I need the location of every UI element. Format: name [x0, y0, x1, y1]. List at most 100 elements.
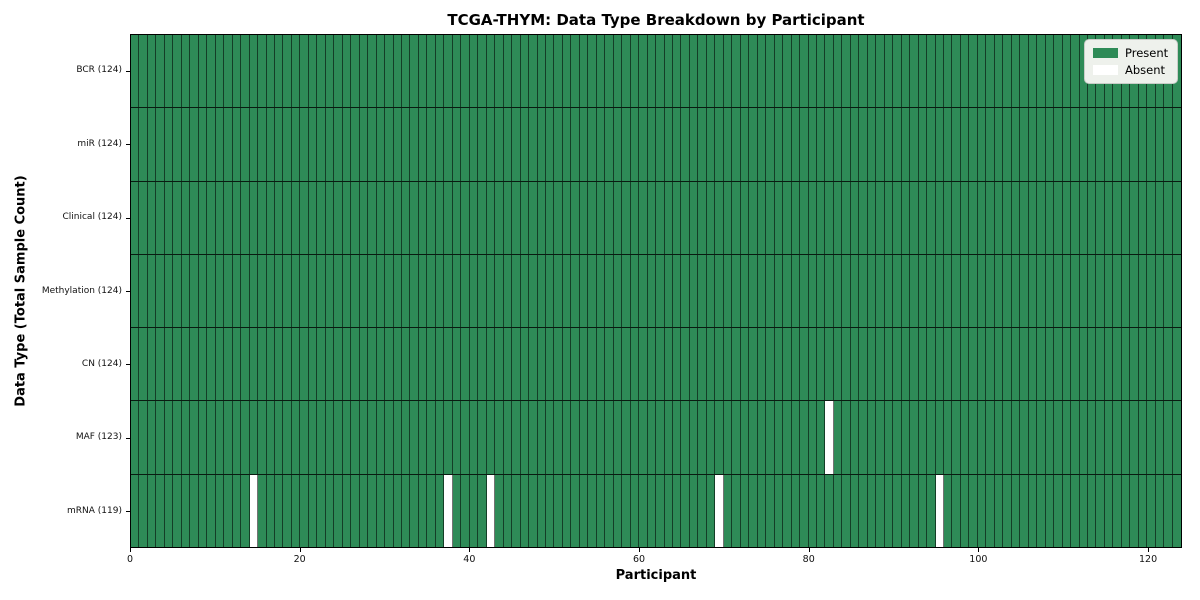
cell-BCR-participant-100 [977, 35, 987, 108]
cell-CN-participant-57 [613, 328, 623, 401]
cell-Clinical-participant-71 [732, 181, 741, 254]
cell-MAF-participant-25 [342, 401, 352, 474]
cell-CN-participant-34 [418, 328, 428, 401]
cell-Methylation-participant-26 [351, 254, 360, 328]
cell-MAF-participant-26 [351, 401, 360, 474]
cell-BCR-participant-57 [613, 35, 623, 108]
cell-MAF-participant-59 [630, 401, 640, 474]
cell-BCR-participant-98 [960, 35, 970, 108]
cell-CN-participant-121 [1155, 328, 1165, 401]
cell-BCR-participant-88 [876, 35, 885, 108]
cell-CN-participant-14 [249, 328, 259, 401]
cell-mRNA-participant-25 [342, 474, 352, 547]
cell-MAF-participant-30 [385, 401, 394, 474]
cell-miR-participant-79 [800, 108, 809, 181]
cell-miR-participant-111 [1071, 108, 1080, 181]
cell-MAF-participant-112 [1079, 401, 1088, 474]
cell-mRNA-participant-101 [986, 474, 995, 547]
cell-miR-participant-58 [622, 108, 631, 181]
cell-MAF-participant-21 [308, 401, 318, 474]
cell-mRNA-participant-88 [876, 474, 885, 547]
cell-BCR-participant-0 [131, 35, 140, 108]
cell-MAF-participant-114 [1096, 401, 1105, 474]
cell-mRNA-participant-117 [1121, 474, 1131, 547]
cell-Methylation-participant-34 [418, 254, 428, 328]
cell-CN-participant-79 [800, 328, 809, 401]
cell-Clinical-participant-29 [376, 181, 386, 254]
cell-BCR-participant-83 [833, 35, 843, 108]
cell-MAF-participant-121 [1155, 401, 1165, 474]
cell-BCR-participant-92 [910, 35, 919, 108]
cell-mRNA-participant-121 [1155, 474, 1165, 547]
cell-Clinical-participant-97 [952, 181, 961, 254]
cell-BCR-participant-78 [791, 35, 801, 108]
cell-Clinical-participant-21 [308, 181, 318, 254]
cell-miR-participant-121 [1155, 108, 1165, 181]
cell-CN-participant-98 [960, 328, 970, 401]
cell-MAF-participant-89 [884, 401, 894, 474]
cell-mRNA-participant-33 [410, 474, 419, 547]
cell-miR-participant-27 [359, 108, 369, 181]
cell-BCR-participant-107 [1037, 35, 1046, 108]
cell-mRNA-participant-52 [571, 474, 580, 547]
cell-MAF-participant-109 [1054, 401, 1063, 474]
cell-miR-participant-84 [842, 108, 851, 181]
cell-mRNA-participant-28 [368, 474, 377, 547]
cell-CN-participant-117 [1121, 328, 1131, 401]
cell-Methylation-participant-74 [757, 254, 767, 328]
cell-CN-participant-101 [986, 328, 995, 401]
cell-BCR-participant-42 [486, 35, 496, 108]
cell-BCR-participant-105 [1020, 35, 1029, 108]
cell-Methylation-participant-35 [427, 254, 436, 328]
cell-MAF-participant-67 [698, 401, 707, 474]
cell-Methylation-participant-94 [927, 254, 936, 328]
cell-CN-participant-91 [901, 328, 911, 401]
cell-CN-participant-111 [1071, 328, 1080, 401]
cell-CN-participant-62 [656, 328, 665, 401]
cell-BCR-participant-46 [520, 35, 530, 108]
cell-Methylation-participant-3 [156, 254, 165, 328]
cell-mRNA-participant-86 [859, 474, 868, 547]
cell-Methylation-participant-108 [1045, 254, 1055, 328]
cell-miR-participant-22 [317, 108, 326, 181]
cell-MAF-participant-95 [935, 401, 944, 474]
cell-Clinical-participant-101 [986, 181, 995, 254]
cell-MAF-participant-119 [1138, 401, 1148, 474]
y-tick-mark [126, 291, 130, 292]
cell-miR-participant-14 [249, 108, 259, 181]
cell-miR-participant-38 [452, 108, 462, 181]
y-tick-mark [126, 144, 130, 146]
cell-mRNA-participant-60 [639, 474, 648, 547]
cell-miR-participant-26 [351, 108, 360, 181]
cell-miR-participant-64 [673, 108, 682, 181]
cell-MAF-participant-98 [960, 401, 970, 474]
cell-Clinical-participant-93 [918, 181, 928, 254]
cell-Clinical-participant-118 [1130, 181, 1139, 254]
cell-MAF-participant-86 [859, 401, 868, 474]
cell-CN-participant-18 [283, 328, 292, 401]
cell-miR-participant-35 [427, 108, 436, 181]
cell-mRNA-participant-107 [1037, 474, 1046, 547]
cell-Methylation-participant-55 [596, 254, 606, 328]
cell-BCR-participant-74 [757, 35, 767, 108]
cell-mRNA-participant-10 [215, 474, 225, 547]
cell-Methylation-participant-97 [952, 254, 961, 328]
cell-Clinical-participant-114 [1096, 181, 1105, 254]
cell-MAF-participant-4 [164, 401, 174, 474]
cell-MAF-participant-55 [596, 401, 606, 474]
cell-BCR-participant-2 [147, 35, 157, 108]
heatmap-row-Clinical [131, 181, 1181, 255]
cell-Clinical-participant-83 [833, 181, 843, 254]
cell-BCR-participant-41 [478, 35, 487, 108]
cell-BCR-participant-29 [376, 35, 386, 108]
cell-Clinical-participant-56 [605, 181, 614, 254]
cell-mRNA-participant-38 [452, 474, 462, 547]
cell-Methylation-participant-86 [859, 254, 868, 328]
cell-MAF-participant-80 [808, 401, 817, 474]
cell-mRNA-participant-53 [579, 474, 589, 547]
cell-CN-participant-20 [300, 328, 309, 401]
cell-miR-participant-92 [910, 108, 919, 181]
cell-CN-participant-38 [452, 328, 462, 401]
cell-mRNA-participant-36 [435, 474, 445, 547]
cell-Methylation-participant-91 [901, 254, 911, 328]
